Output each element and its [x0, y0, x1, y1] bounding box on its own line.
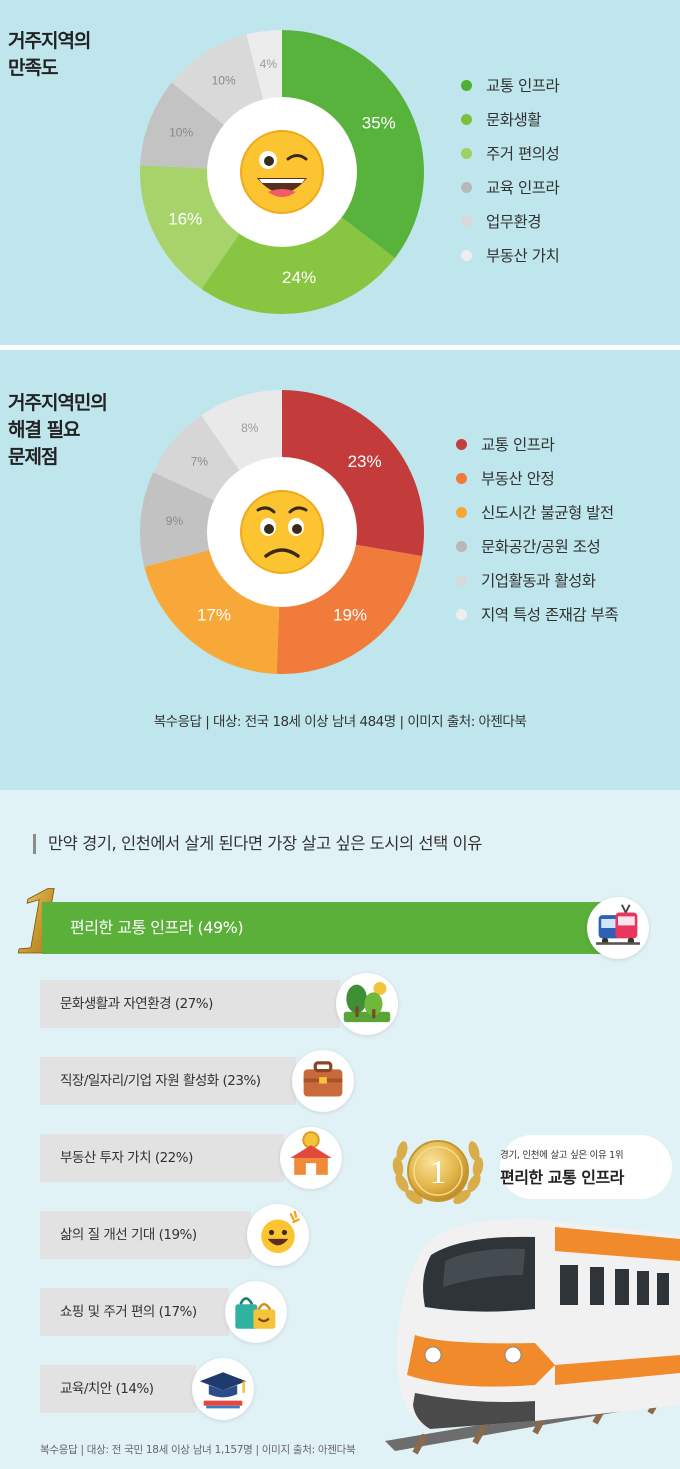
- reason-bar: 교육/치안 (14%): [40, 1365, 196, 1413]
- legend-dot: [461, 113, 472, 125]
- section-divider: [0, 345, 662, 350]
- legend-dot: [456, 574, 467, 586]
- reason-label: 직장/일자리/기업 자원 활성화 (23%): [60, 1073, 261, 1089]
- top-reason-badge: 경기, 인천에 살고 싶은 이유 1위 편리한 교통 인프라: [500, 1135, 672, 1199]
- pie-value-label: 10%: [212, 73, 236, 87]
- legend-label: 부동산 안정: [481, 470, 555, 488]
- satisfaction-title: 거주지역의 만족도: [8, 30, 91, 79]
- smile-icon: [247, 1204, 309, 1266]
- legend-label: 기업활동과 활성화: [481, 572, 596, 590]
- ranking-footnote: 복수응답 | 대상: 전 국민 18세 이상 남녀 1,157명 | 이미지 출…: [40, 1444, 356, 1456]
- legend-label: 교통 인프라: [481, 436, 555, 454]
- pie-value-label: 10%: [169, 126, 193, 140]
- reason-label: 쇼핑 및 주거 편의 (17%): [60, 1304, 197, 1320]
- train-illustration: [385, 1218, 680, 1455]
- problems-pie-chart: 23% 19% 17% 9% 7% 8%: [140, 390, 424, 674]
- pie-value-label: 24%: [282, 268, 316, 287]
- gold-medal-icon: 1: [392, 1140, 484, 1205]
- pie-value-label: 16%: [168, 209, 202, 228]
- reason-bar: 삶의 질 개선 기대 (19%): [40, 1211, 251, 1259]
- pie-value-label: 9%: [166, 514, 184, 528]
- reason-label: 교육/치안 (14%): [60, 1381, 154, 1397]
- pie-value-label: 17%: [197, 605, 231, 624]
- legend-dot: [461, 215, 472, 227]
- legend-item: 부동산 가치: [461, 238, 560, 272]
- legend-item: 문화생활: [461, 102, 559, 136]
- legend-label: 업무환경: [486, 213, 542, 231]
- pie-value-label: 35%: [362, 114, 396, 133]
- legend-label: 지역 특성 존재감 부족: [481, 606, 619, 624]
- pie-value-label: 4%: [260, 57, 278, 71]
- legend-dot: [456, 438, 467, 450]
- trees-icon: [336, 973, 398, 1035]
- reason-label: 삶의 질 개선 기대 (19%): [60, 1227, 197, 1243]
- legend-dot: [461, 249, 472, 261]
- top-reason-label: 편리한 교통 인프라 (49%): [70, 918, 244, 937]
- satisfaction-pie-chart: 35% 24% 16% 10% 10% 4%: [140, 30, 425, 314]
- reason-label: 부동산 투자 가치 (22%): [60, 1150, 193, 1166]
- worried-emoji: [240, 490, 324, 574]
- legend-item: 교통 인프라: [461, 68, 560, 102]
- briefcase-icon: [292, 1050, 354, 1112]
- pie-value-label: 8%: [241, 421, 259, 435]
- legend-dot: [456, 608, 467, 620]
- legend-label: 교육 인프라: [486, 179, 560, 197]
- legend-dot: [456, 472, 467, 484]
- pie-value-label: 7%: [191, 455, 209, 469]
- house-coin-icon: [280, 1127, 342, 1189]
- badge-subtitle: 경기, 인천에 살고 싶은 이유 1위: [500, 1150, 624, 1161]
- legend-dot: [456, 506, 467, 518]
- legend-item: 신도시간 불균형 발전: [456, 495, 618, 529]
- legend-dot: [461, 79, 472, 91]
- legend-label: 교통 인프라: [486, 77, 560, 95]
- pie-slice: [282, 30, 425, 258]
- legend-label: 신도시간 불균형 발전: [481, 504, 614, 522]
- reason-bar: 쇼핑 및 주거 편의 (17%): [40, 1288, 229, 1336]
- legend-label: 문화공간/공원 조성: [481, 538, 601, 556]
- legend-item: 교육 인프라: [461, 170, 560, 204]
- shopping-bag-icon: [225, 1281, 287, 1343]
- legend-item: 문화공간/공원 조성: [456, 529, 618, 563]
- survey-note: 복수응답 | 대상: 전국 18세 이상 남녀 484명 | 이미지 출처: 아…: [153, 714, 527, 730]
- reason-bar: 부동산 투자 가치 (22%): [40, 1134, 284, 1182]
- reason-bar: 문화생활과 자연환경 (27%): [40, 980, 340, 1028]
- reason-label: 문화생활과 자연환경 (27%): [60, 996, 213, 1012]
- legend-item: 지역 특성 존재감 부족: [456, 597, 619, 631]
- ranking-section: 만약 경기, 인천에서 살게 된다면 가장 살고 싶은 도시의 선택 이유 1 …: [0, 790, 680, 1469]
- legend-label: 부동산 가치: [486, 247, 560, 265]
- wink-grin-emoji: [240, 130, 324, 214]
- legend-label: 주거 편의성: [486, 145, 560, 163]
- legend-dot: [461, 147, 472, 159]
- pie-value-label: 23%: [348, 452, 382, 471]
- reason-bar: 직장/일자리/기업 자원 활성화 (23%): [40, 1057, 296, 1105]
- top-reason-bar: 편리한 교통 인프라 (49%): [42, 902, 622, 954]
- legend-item: 주거 편의성: [461, 136, 560, 170]
- legend-item: 업무환경: [461, 204, 559, 238]
- ranking-question-title: 만약 경기, 인천에서 살게 된다면 가장 살고 싶은 도시의 선택 이유: [33, 834, 482, 854]
- problems-title: 거주지역민의 해결 필요 문제점: [8, 392, 108, 468]
- pie-value-label: 19%: [333, 605, 367, 624]
- legend-dot: [461, 181, 472, 193]
- legend-item: 교통 인프라: [456, 427, 618, 461]
- svg-text:1: 1: [430, 1154, 447, 1191]
- legend-label: 문화생활: [486, 111, 542, 129]
- legend-dot: [456, 540, 467, 552]
- bus-tram-icon: [587, 897, 649, 959]
- badge-main-text: 편리한 교통 인프라: [500, 1168, 624, 1187]
- legend-item: 부동산 안정: [456, 461, 618, 495]
- graduation-cap-icon: [192, 1358, 254, 1420]
- legend-item: 기업활동과 활성화: [456, 563, 618, 597]
